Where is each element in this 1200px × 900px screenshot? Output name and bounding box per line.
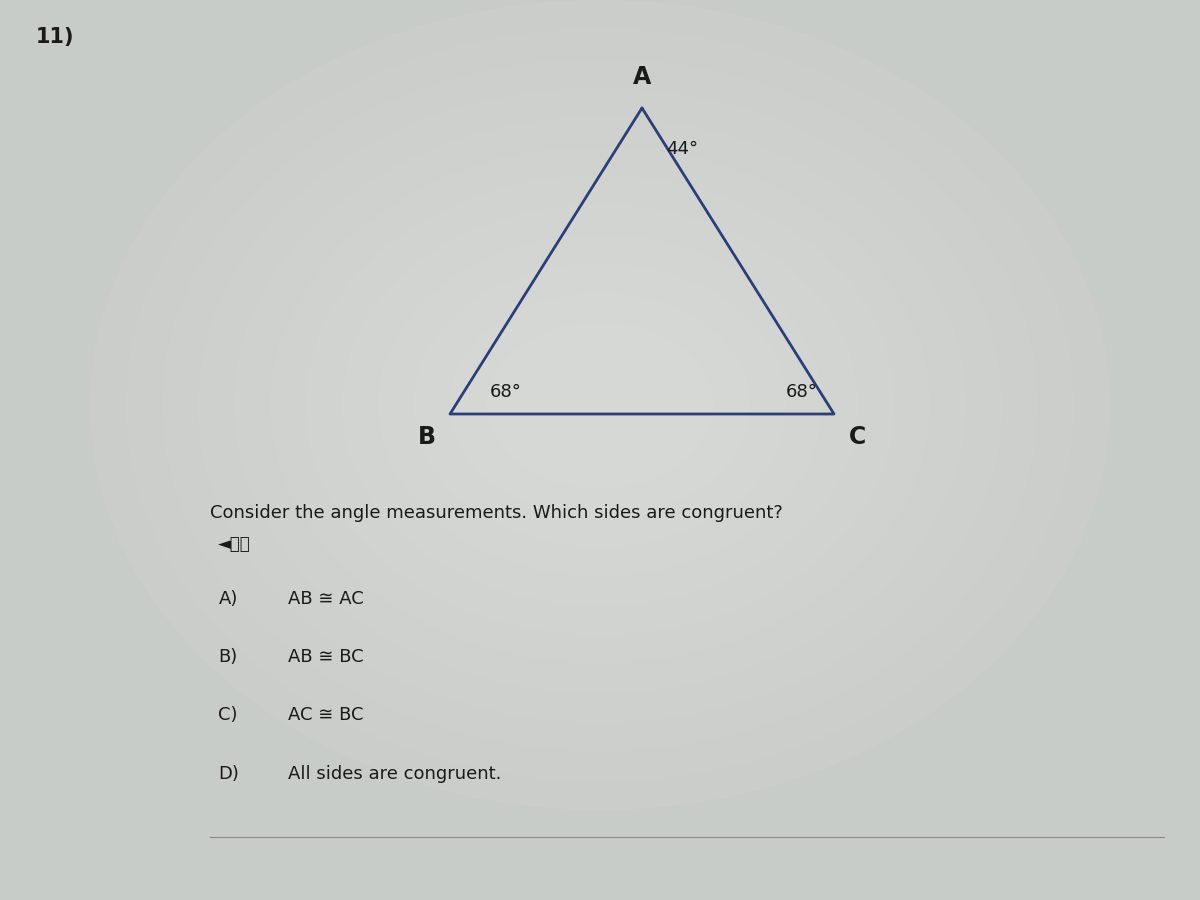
Text: C: C <box>850 425 866 448</box>
Text: AC ≅ BC: AC ≅ BC <box>288 706 364 724</box>
Text: 68°: 68° <box>490 382 522 400</box>
Text: A: A <box>632 65 652 88</box>
Text: A): A) <box>218 590 238 608</box>
Text: C): C) <box>218 706 238 724</box>
Text: B: B <box>419 425 437 448</box>
Text: D): D) <box>218 765 239 783</box>
Text: All sides are congruent.: All sides are congruent. <box>288 765 502 783</box>
Text: 11): 11) <box>36 27 74 47</box>
Text: AB ≅ BC: AB ≅ BC <box>288 648 364 666</box>
Text: ◄⧗⧗: ◄⧗⧗ <box>218 536 251 554</box>
Text: AB ≅ AC: AB ≅ AC <box>288 590 364 608</box>
Text: 44°: 44° <box>666 140 698 158</box>
Text: Consider the angle measurements. Which sides are congruent?: Consider the angle measurements. Which s… <box>210 504 782 522</box>
Text: 68°: 68° <box>786 382 818 400</box>
Text: B): B) <box>218 648 238 666</box>
